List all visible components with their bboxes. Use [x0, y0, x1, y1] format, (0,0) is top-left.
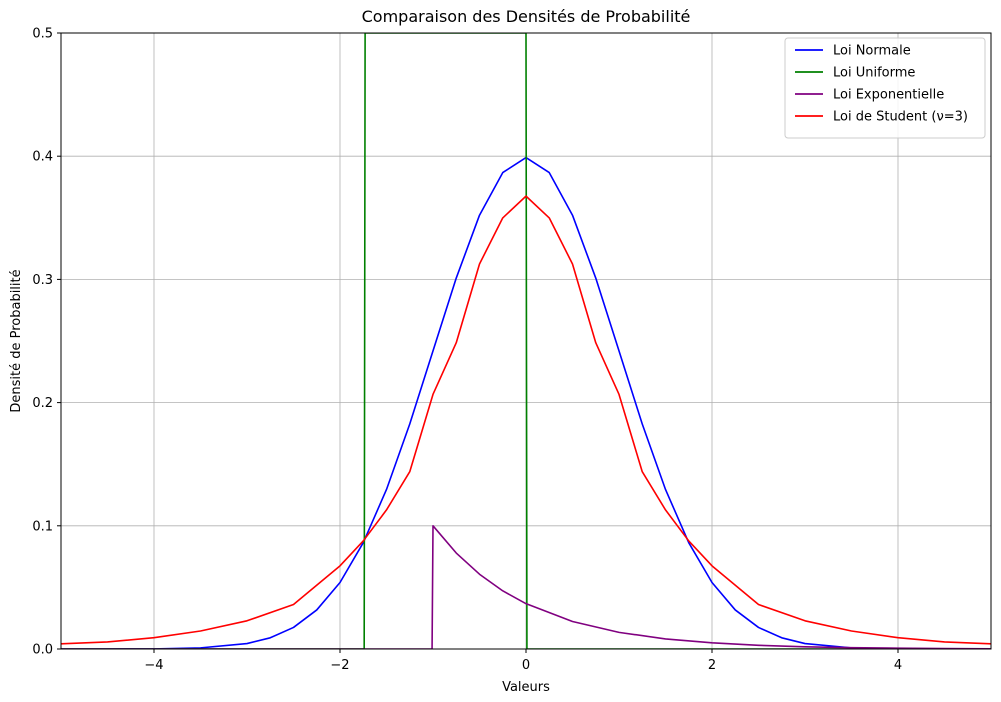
- y-tick-label: 0.4: [32, 150, 53, 165]
- x-axis-title: Valeurs: [502, 680, 550, 695]
- x-tick-label: 4: [894, 658, 902, 673]
- legend-label: Loi Normale: [833, 44, 911, 59]
- y-tick-label: 0.5: [32, 27, 53, 42]
- y-tick-label: 0.2: [32, 396, 53, 411]
- series-line-loi-uniforme: [61, 33, 991, 649]
- legend-label: Loi Exponentielle: [833, 88, 944, 103]
- y-axis-title: Densité de Probabilité: [9, 269, 24, 412]
- legend-label: Loi de Student (ν=3): [833, 110, 968, 125]
- y-tick-label: 0.1: [32, 519, 53, 534]
- y-tick-label: 0.3: [32, 273, 53, 288]
- y-axis: 0.0 0.1 0.2 0.3 0.4 0.5: [32, 27, 61, 658]
- legend: Loi Normale Loi Uniforme Loi Exponentielle…: [784, 37, 986, 139]
- chart-title: Comparaison des Densités de Probabilité: [362, 7, 691, 26]
- legend-box: [784, 37, 986, 139]
- x-tick-label: −2: [330, 658, 349, 673]
- x-tick-label: 2: [708, 658, 716, 673]
- x-tick-label: −4: [144, 658, 163, 673]
- series-line-loi-de-student-3: [61, 195, 991, 645]
- series-line-loi-exponentielle: [61, 524, 991, 649]
- series-layer: [61, 33, 991, 649]
- plot-area: [61, 33, 991, 649]
- y-tick-label: 0.0: [32, 643, 53, 658]
- x-tick-label: 0: [522, 658, 530, 673]
- x-axis: −4 −2 0 2 4: [144, 649, 902, 673]
- legend-label: Loi Uniforme: [833, 66, 915, 81]
